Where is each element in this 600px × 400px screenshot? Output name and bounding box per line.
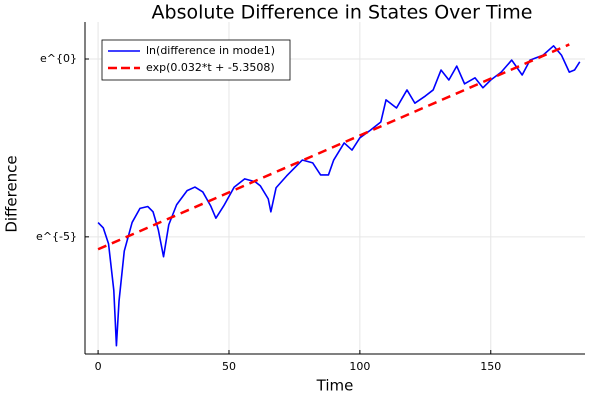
chart-title: Absolute Difference in States Over Time <box>152 2 533 24</box>
x-tick-label: 150 <box>480 360 501 373</box>
x-tick-label: 100 <box>349 360 370 373</box>
y-tick-label: e^{0} <box>40 52 77 65</box>
x-tick-label: 50 <box>222 360 236 373</box>
y-axis-label: Difference <box>3 155 21 232</box>
legend-label: ln(difference in mode1) <box>146 44 275 57</box>
y-tick-label: e^{-5} <box>36 230 77 243</box>
legend: ln(difference in mode1) exp(0.032*t + -5.… <box>101 39 291 81</box>
legend-label: exp(0.032*t + -5.3508) <box>146 61 275 74</box>
legend-box <box>101 39 291 81</box>
x-axis-label: Time <box>316 377 354 395</box>
x-tick-label: 0 <box>95 360 102 373</box>
data-line <box>97 45 581 347</box>
data-line <box>97 43 570 251</box>
